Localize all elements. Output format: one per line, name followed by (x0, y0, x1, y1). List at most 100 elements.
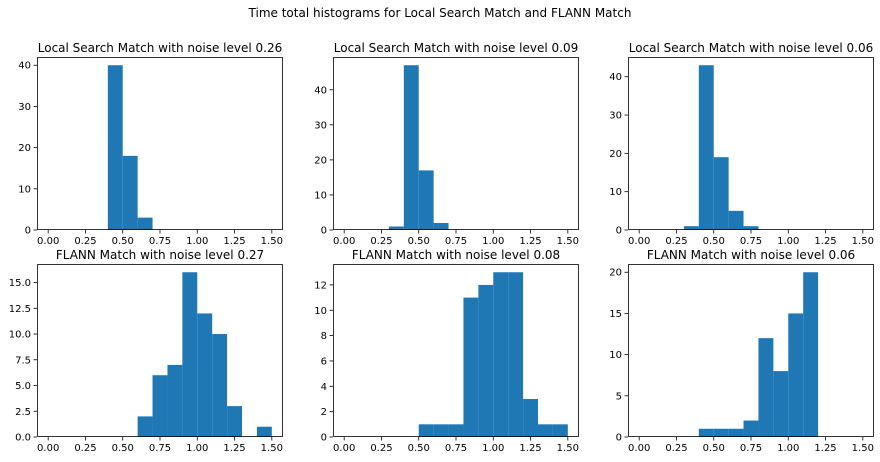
y-tick-label: 7.5 (15, 355, 31, 366)
x-tick-label: 1.50 (852, 443, 874, 454)
histogram-bar (552, 424, 568, 437)
y-tick-label: 20 (18, 143, 31, 154)
histogram-bar (167, 364, 183, 437)
subplot-title: FLANN Match with noise level 0.06 (647, 248, 855, 262)
axes-frame (37, 264, 283, 437)
y-tick-label: 10 (609, 187, 622, 198)
subplot-title: Local Search Match with noise level 0.09 (334, 41, 578, 55)
histogram-bar (538, 424, 553, 437)
y-tick-label: 5 (616, 391, 622, 402)
y-tick-label: 5.0 (15, 381, 31, 392)
x-tick-label: 1.00 (186, 443, 208, 454)
axes-frame (628, 57, 874, 230)
y-tick-label: 12.5 (9, 304, 31, 315)
y-tick-label: 0.0 (15, 433, 31, 444)
y-tick-label: 0 (616, 226, 622, 237)
subplot-4: FLANN Match with noise level 0.27 0.00 0.2… (9, 248, 283, 454)
y-tick-label: 10 (18, 184, 31, 195)
x-tick-label: 0.75 (740, 443, 762, 454)
y-tick-label: 0 (321, 433, 327, 444)
histogram-bar (403, 65, 419, 230)
histogram-bar (698, 428, 714, 437)
y-tick-label: 0 (616, 433, 622, 444)
histogram-bar (788, 313, 804, 437)
y-tick-label: 20 (609, 268, 622, 279)
histogram-bar (478, 284, 494, 437)
x-tick-label: 0.25 (74, 236, 96, 247)
y-tick-label: 20 (609, 149, 622, 160)
x-tick-label: 0.50 (112, 443, 134, 454)
x-tick-label: 0.75 (445, 236, 467, 247)
histogram-bar (256, 426, 272, 437)
histogram-bar (122, 155, 138, 230)
histogram-bar (137, 416, 153, 437)
subplot-title: Local Search Match with noise level 0.06 (629, 41, 873, 55)
x-tick-label: 1.50 (557, 236, 579, 247)
y-tick-label: 2.5 (15, 407, 31, 418)
x-tick-label: 1.50 (557, 443, 579, 454)
histogram-bar (182, 272, 198, 437)
x-tick-label: 0.25 (665, 236, 687, 247)
histogram-bar (433, 424, 449, 437)
histogram-bar (743, 420, 759, 437)
y-tick-label: 30 (609, 111, 622, 122)
histogram-bar (523, 398, 538, 437)
x-tick-label: 1.25 (519, 236, 541, 247)
histogram-bar (212, 334, 228, 437)
x-tick-label: 0.00 (37, 236, 59, 247)
y-tick-label: 15 (609, 309, 622, 320)
subplot-5: FLANN Match with noise level 0.08 0.00 0.2… (314, 248, 579, 454)
y-tick-label: 0 (321, 226, 327, 237)
y-tick-label: 12 (314, 280, 327, 291)
x-tick-label: 1.25 (223, 236, 245, 247)
x-tick-label: 0.00 (37, 443, 59, 454)
histogram-bar (713, 157, 729, 230)
y-tick-label: 6 (321, 356, 327, 367)
y-tick-label: 0 (25, 226, 31, 237)
x-tick-label: 0.25 (665, 443, 687, 454)
histogram-bar (803, 272, 819, 437)
y-tick-label: 4 (321, 382, 327, 393)
axes-frame (37, 57, 283, 230)
x-tick-label: 1.50 (261, 443, 283, 454)
subplot-6: FLANN Match with noise level 0.06 0.00 0.2… (609, 248, 874, 454)
histogram-bar (227, 406, 242, 437)
histogram-bar (728, 428, 744, 437)
histogram-bar (698, 65, 714, 230)
histogram-bar (197, 313, 213, 437)
x-tick-label: 0.50 (703, 443, 725, 454)
histogram-bar (152, 375, 168, 437)
subplot-title: FLANN Match with noise level 0.08 (352, 248, 560, 262)
subplot-2: Local Search Match with noise level 0.09… (314, 41, 579, 247)
x-tick-label: 0.50 (112, 236, 134, 247)
y-tick-label: 10 (314, 190, 327, 201)
subplot-title: Local Search Match with noise level 0.26 (38, 41, 282, 55)
histogram-bar (463, 297, 479, 437)
x-tick-label: 1.00 (777, 443, 799, 454)
x-tick-label: 0.00 (333, 236, 355, 247)
y-tick-label: 2 (321, 407, 327, 418)
y-tick-label: 15.0 (9, 278, 31, 289)
histogram-bar (137, 217, 153, 230)
x-tick-label: 1.25 (814, 443, 836, 454)
y-tick-label: 30 (18, 102, 31, 113)
histogram-bar (433, 222, 449, 230)
x-tick-label: 0.00 (628, 236, 650, 247)
x-tick-label: 0.75 (149, 443, 171, 454)
subplot-3: Local Search Match with noise level 0.06… (609, 41, 874, 247)
x-tick-label: 0.50 (703, 236, 725, 247)
x-tick-label: 1.50 (852, 236, 874, 247)
x-tick-label: 0.00 (628, 443, 650, 454)
x-tick-label: 1.00 (777, 236, 799, 247)
x-tick-label: 1.00 (482, 443, 504, 454)
x-tick-label: 0.25 (370, 443, 392, 454)
histogram-bar (418, 170, 434, 230)
y-tick-label: 40 (609, 72, 622, 83)
x-tick-label: 0.75 (445, 443, 467, 454)
x-tick-label: 0.00 (333, 443, 355, 454)
histogram-bar (713, 428, 729, 437)
axes-frame (628, 264, 874, 437)
axes-frame (333, 264, 579, 437)
